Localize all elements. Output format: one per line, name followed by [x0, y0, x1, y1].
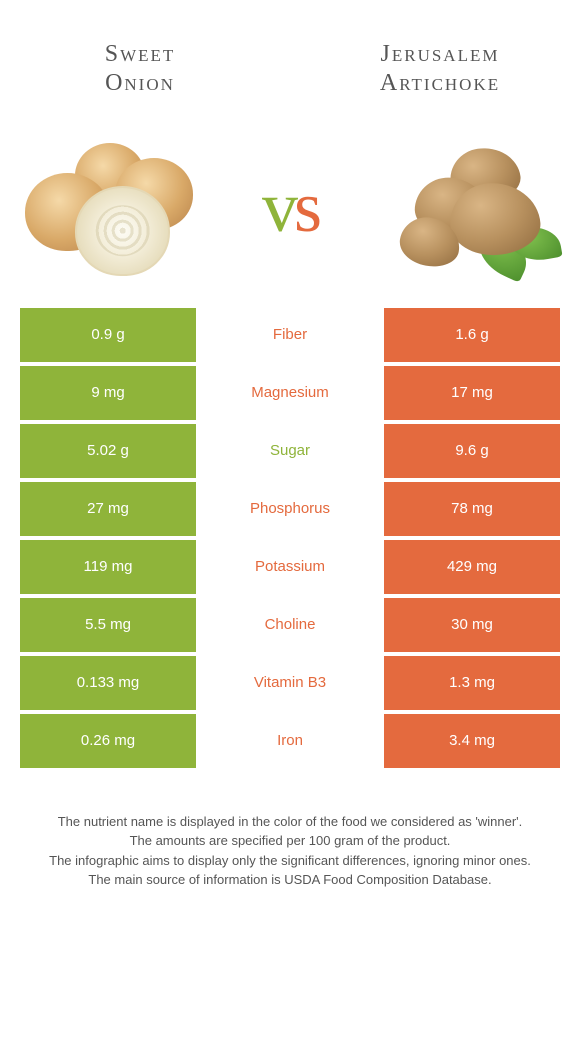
left-food-title: Sweet Onion [40, 40, 240, 98]
nutrient-row: 0.9 gFiber1.6 g [20, 308, 560, 362]
footer-notes: The nutrient name is displayed in the co… [0, 772, 580, 910]
right-value: 1.3 mg [384, 656, 560, 710]
nutrient-row: 0.133 mgVitamin B31.3 mg [20, 656, 560, 710]
footer-line: The nutrient name is displayed in the co… [30, 812, 550, 832]
nutrient-label: Vitamin B3 [200, 656, 380, 710]
right-value: 3.4 mg [384, 714, 560, 768]
nutrient-label: Iron [200, 714, 380, 768]
left-food-image [20, 138, 200, 278]
nutrient-row: 5.5 mgCholine30 mg [20, 598, 560, 652]
right-value: 78 mg [384, 482, 560, 536]
nutrient-row: 119 mgPotassium429 mg [20, 540, 560, 594]
right-food-image [380, 138, 560, 278]
vs-v: v [262, 166, 294, 249]
nutrient-label: Choline [200, 598, 380, 652]
vs-s: s [294, 166, 318, 249]
nutrient-label: Phosphorus [200, 482, 380, 536]
header: Sweet Onion Jerusalem Artichoke [0, 0, 580, 118]
images-row: vs [0, 118, 580, 308]
left-value: 0.133 mg [20, 656, 196, 710]
right-value: 1.6 g [384, 308, 560, 362]
footer-line: The infographic aims to display only the… [30, 851, 550, 871]
nutrient-label: Sugar [200, 424, 380, 478]
vs-label: vs [262, 166, 318, 249]
nutrient-label: Potassium [200, 540, 380, 594]
footer-line: The main source of information is USDA F… [30, 870, 550, 890]
nutrient-label: Fiber [200, 308, 380, 362]
right-food-title: Jerusalem Artichoke [340, 40, 540, 98]
right-value: 429 mg [384, 540, 560, 594]
nutrient-table: 0.9 gFiber1.6 g9 mgMagnesium17 mg5.02 gS… [20, 308, 560, 768]
nutrient-row: 9 mgMagnesium17 mg [20, 366, 560, 420]
right-value: 17 mg [384, 366, 560, 420]
nutrient-label: Magnesium [200, 366, 380, 420]
left-value: 0.9 g [20, 308, 196, 362]
right-value: 9.6 g [384, 424, 560, 478]
nutrient-row: 5.02 gSugar9.6 g [20, 424, 560, 478]
left-value: 5.02 g [20, 424, 196, 478]
left-value: 27 mg [20, 482, 196, 536]
left-value: 119 mg [20, 540, 196, 594]
left-value: 5.5 mg [20, 598, 196, 652]
nutrient-row: 0.26 mgIron3.4 mg [20, 714, 560, 768]
right-value: 30 mg [384, 598, 560, 652]
nutrient-row: 27 mgPhosphorus78 mg [20, 482, 560, 536]
left-value: 9 mg [20, 366, 196, 420]
footer-line: The amounts are specified per 100 gram o… [30, 831, 550, 851]
left-value: 0.26 mg [20, 714, 196, 768]
